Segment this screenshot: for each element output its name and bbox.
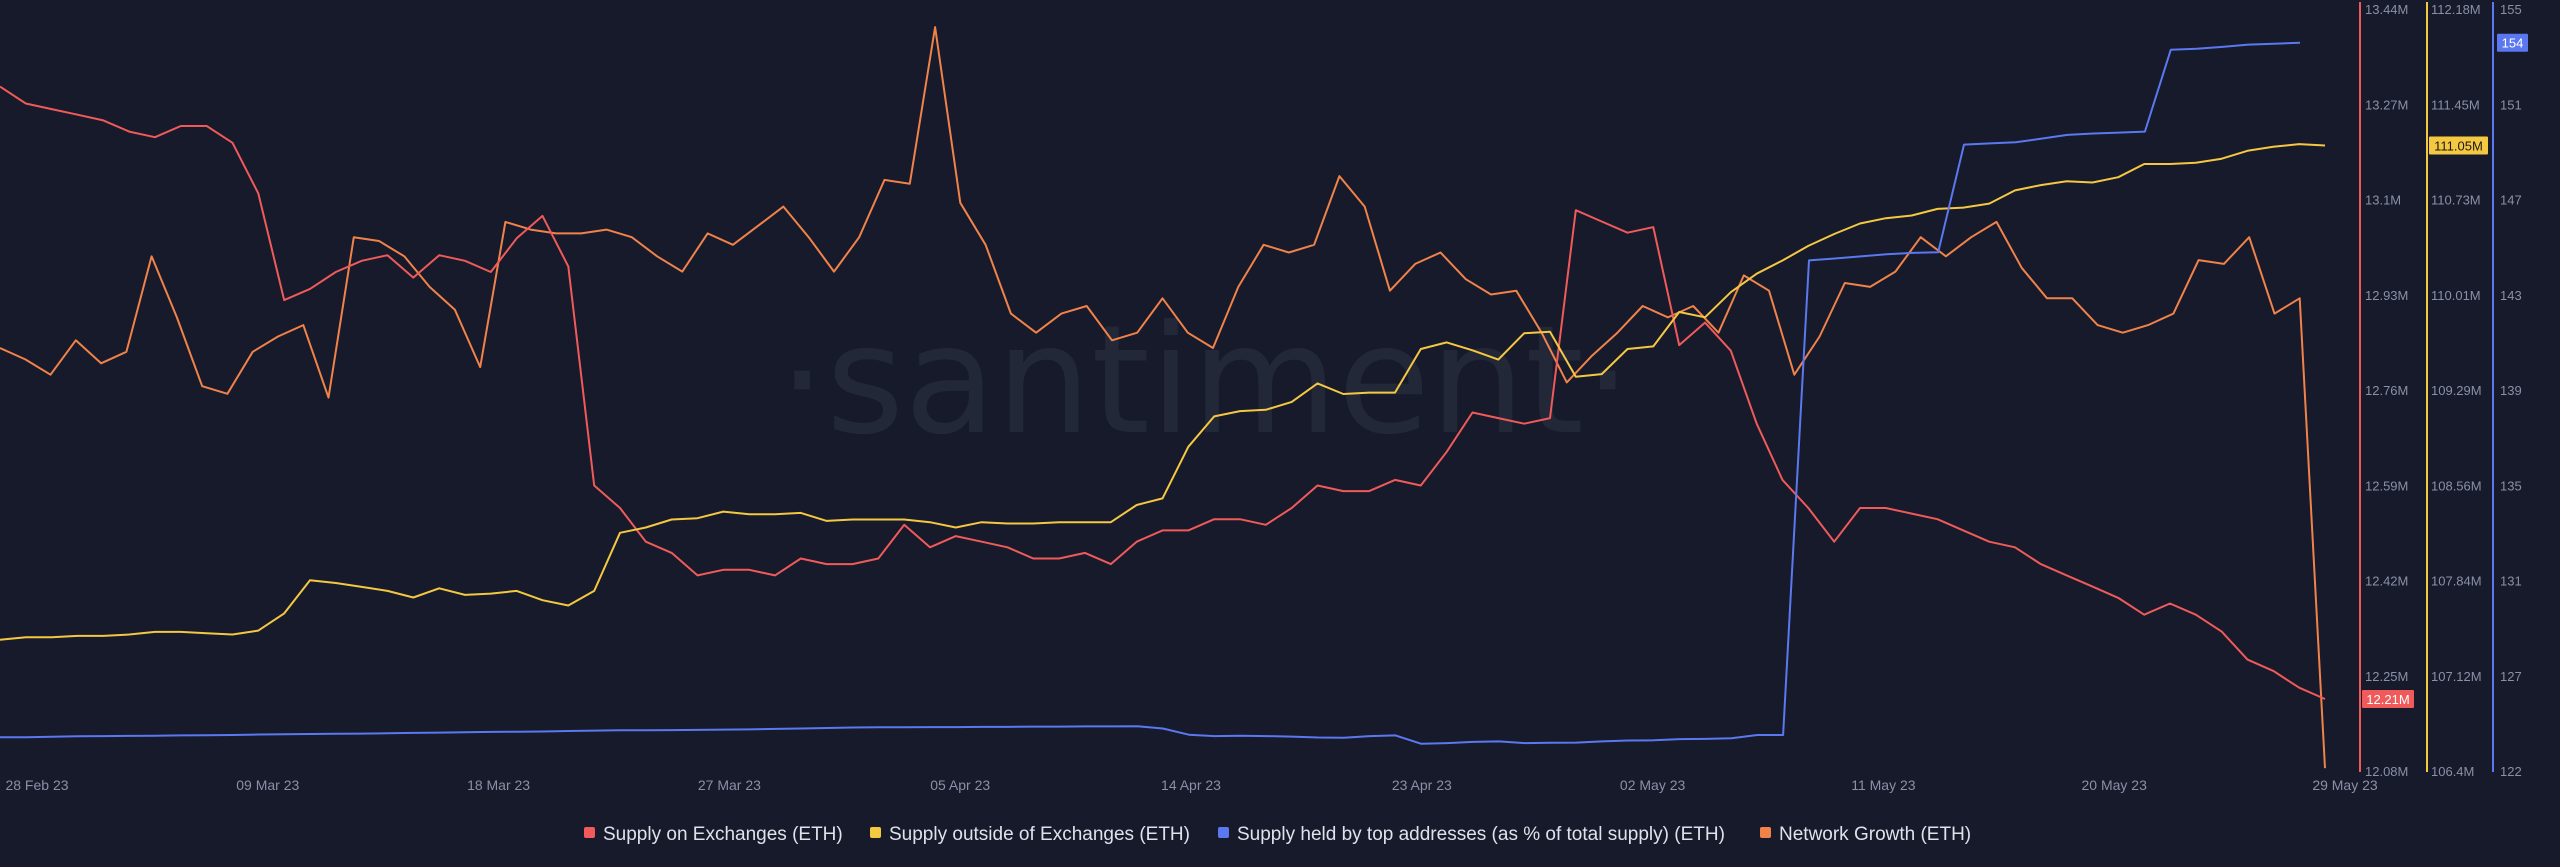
current-value-badge: 12.21M xyxy=(2366,692,2409,707)
top-tick-label: 155 xyxy=(2500,2,2522,17)
current-value-badge: 154 xyxy=(2502,36,2524,51)
x-tick-label: 05 Apr 23 xyxy=(930,777,990,793)
x-tick-label: 09 Mar 23 xyxy=(236,777,299,793)
exchanges-tick-label: 12.08M xyxy=(2365,764,2408,779)
legend-swatch xyxy=(584,827,595,838)
series-line-3 xyxy=(0,26,2326,769)
legend-item-label[interactable]: Supply on Exchanges (ETH) xyxy=(603,824,843,845)
top-tick-label: 127 xyxy=(2500,669,2522,684)
top-tick-label: 147 xyxy=(2500,193,2522,208)
top-tick-label: 143 xyxy=(2500,288,2522,303)
legend-swatch xyxy=(870,827,881,838)
outside-tick-label: 109.29M xyxy=(2431,383,2482,398)
outside-tick-label: 110.01M xyxy=(2431,288,2481,303)
x-tick-label: 14 Apr 23 xyxy=(1161,777,1221,793)
outside-tick-label: 111.45M xyxy=(2431,97,2480,112)
current-value-badge-bg xyxy=(2429,136,2488,155)
outside-tick-label: 110.73M xyxy=(2431,193,2481,208)
legend-swatch xyxy=(1218,827,1229,838)
exchanges-tick-label: 13.44M xyxy=(2365,2,2408,17)
x-tick-label: 28 Feb 23 xyxy=(5,777,68,793)
legend-item-label[interactable]: Supply held by top addresses (as % of to… xyxy=(1237,824,1725,845)
top-tick-label: 122 xyxy=(2500,764,2522,779)
top-tick-label: 135 xyxy=(2500,478,2522,493)
exchanges-tick-label: 13.27M xyxy=(2365,97,2408,112)
exchanges-tick-label: 12.59M xyxy=(2365,478,2408,493)
current-value-badge-bg xyxy=(2497,33,2528,52)
outside-tick-label: 107.12M xyxy=(2431,669,2482,684)
x-tick-label: 11 May 23 xyxy=(1851,777,1916,793)
legend-item-label[interactable]: Network Growth (ETH) xyxy=(1779,824,1971,845)
outside-tick-label: 106.4M xyxy=(2431,764,2474,779)
series-line-1 xyxy=(0,143,2326,641)
legend: Supply on Exchanges (ETH) Supply outside … xyxy=(584,824,1971,845)
x-tick-label: 29 May 23 xyxy=(2312,777,2378,793)
exchanges-tick-label: 13.1M xyxy=(2365,193,2401,208)
exchanges-tick-label: 12.93M xyxy=(2365,288,2408,303)
series-line-2 xyxy=(0,41,2301,745)
x-tick-label: 23 Apr 23 xyxy=(1392,777,1452,793)
legend-swatch xyxy=(1760,827,1771,838)
top-tick-label: 151 xyxy=(2500,97,2522,112)
exchanges-tick-label: 12.76M xyxy=(2365,383,2408,398)
x-tick-label: 18 Mar 23 xyxy=(467,777,530,793)
series-layer xyxy=(0,26,2326,769)
exchanges-tick-label: 12.25M xyxy=(2365,669,2408,684)
x-tick-label: 27 Mar 23 xyxy=(698,777,761,793)
x-axis: 28 Feb 23 09 Mar 23 18 Mar 23 27 Mar 23 05 A… xyxy=(5,777,2377,793)
outside-tick-label: 107.84M xyxy=(2431,574,2482,589)
current-value-badge: 111.05M xyxy=(2434,138,2483,153)
outside-tick-label: 108.56M xyxy=(2431,478,2482,493)
current-value-badge-bg xyxy=(2362,689,2414,708)
x-tick-label: 02 May 23 xyxy=(1620,777,1686,793)
axes-layer: 13.44M 13.27M 13.1M 12.93M 12.76M 12.59M 12.42… xyxy=(2359,2,2522,779)
exchanges-tick-label: 12.42M xyxy=(2365,574,2408,589)
top-tick-label: 139 xyxy=(2500,383,2522,398)
watermark: ·santiment· xyxy=(778,294,1631,468)
top-tick-label: 131 xyxy=(2500,574,2522,589)
legend-item-label[interactable]: Supply outside of Exchanges (ETH) xyxy=(889,824,1190,845)
x-tick-label: 20 May 23 xyxy=(2082,777,2148,793)
series-line-0 xyxy=(0,85,2326,700)
outside-tick-label: 112.18M xyxy=(2431,2,2481,17)
current-value-badges: 12.21M 111.05M 154 xyxy=(2362,33,2528,708)
